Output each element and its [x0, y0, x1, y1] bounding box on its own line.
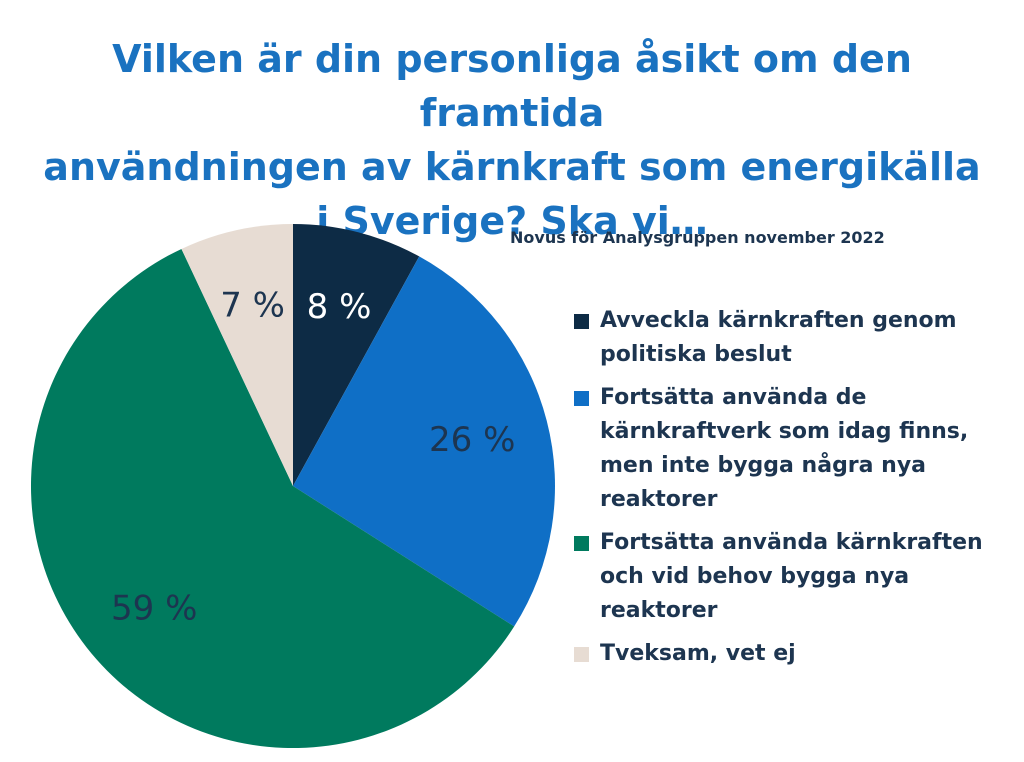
pie-slice — [293, 224, 420, 486]
pie-slice-label: 7 % — [220, 286, 285, 326]
legend-swatch — [574, 314, 589, 329]
pie-slice-label: 59 % — [111, 588, 197, 628]
chart-source: Novus för Analysgruppen november 2022 — [510, 228, 885, 247]
legend-item: Fortsätta använda kärnkraften och vid be… — [574, 526, 1019, 628]
chart-title-line: användningen av kärnkraft som energikäll… — [43, 145, 981, 189]
legend-label: Fortsätta använda kärnkraften och vid be… — [600, 530, 983, 623]
pie-slice — [30, 248, 515, 749]
pie-slice — [181, 224, 293, 486]
chart-legend: Avveckla kärnkraften genom politiska bes… — [574, 304, 1019, 680]
legend-item: Fortsätta använda de kärnkraftverk som i… — [574, 381, 1019, 517]
legend-label: Avveckla kärnkraften genom politiska bes… — [600, 308, 957, 367]
legend-label: Tveksam, vet ej — [600, 641, 796, 666]
pie-slice-label: 8 % — [307, 287, 372, 327]
legend-swatch — [574, 536, 589, 551]
pie-slice — [293, 256, 555, 627]
legend-item: Tveksam, vet ej — [574, 637, 1019, 671]
legend-label: Fortsätta använda de kärnkraftverk som i… — [600, 385, 969, 512]
chart-title-line: i Sverige? Ska vi… — [316, 199, 708, 243]
chart-title: Vilken är din personliga åsikt om den fr… — [20, 32, 1004, 248]
legend-swatch — [574, 391, 589, 406]
legend-swatch — [574, 647, 589, 662]
pie-slice-label: 26 % — [429, 420, 515, 460]
chart-title-line: Vilken är din personliga åsikt om den fr… — [112, 37, 912, 135]
legend-item: Avveckla kärnkraften genom politiska bes… — [574, 304, 1019, 372]
